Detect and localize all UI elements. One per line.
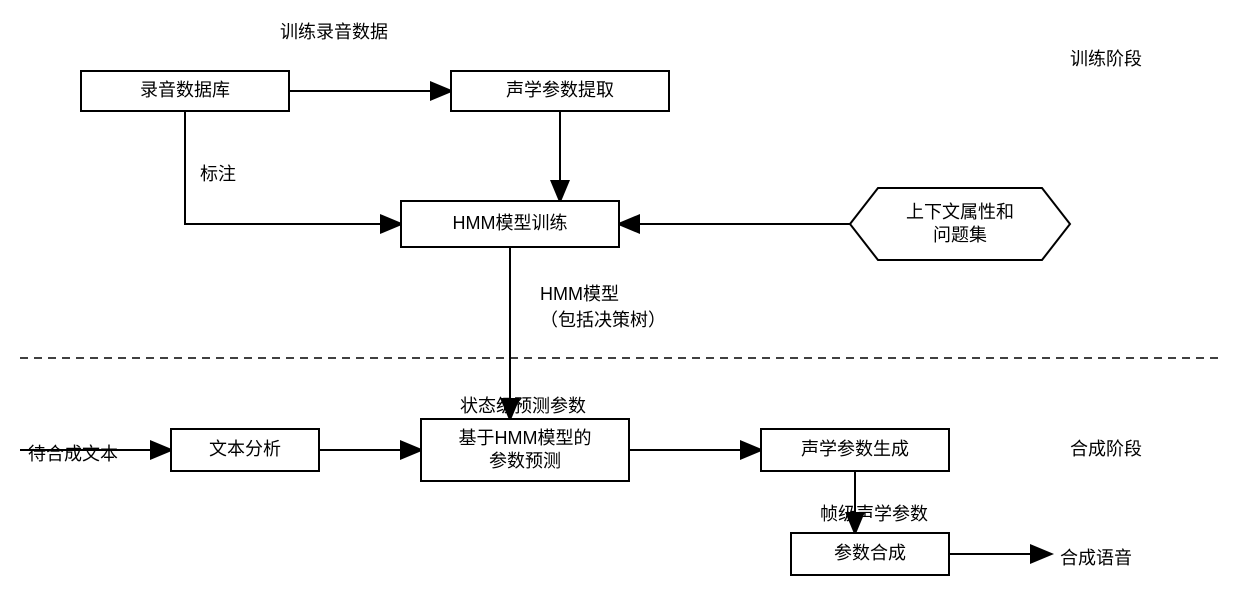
input-text-label: 待合成文本 — [28, 440, 118, 466]
annotation-label: 标注 — [200, 160, 236, 186]
acoustic-extract-label: 声学参数提取 — [506, 79, 614, 102]
text-analysis-box: 文本分析 — [170, 428, 320, 472]
param-synth-label: 参数合成 — [834, 542, 906, 565]
acoustic-gen-box: 声学参数生成 — [760, 428, 950, 472]
output-speech-label: 合成语音 — [1060, 544, 1132, 570]
param-synth-box: 参数合成 — [790, 532, 950, 576]
phase-train-label: 训练阶段 — [1070, 45, 1142, 71]
phase-synth-label: 合成阶段 — [1070, 435, 1142, 461]
hmm-model-label: HMM模型 （包括决策树） — [540, 280, 666, 332]
hmm-train-box: HMM模型训练 — [400, 200, 620, 248]
context-qs-line1: 上下文属性和 — [906, 202, 1014, 222]
state-pred-label: 状态级预测参数 — [460, 392, 586, 418]
param-pred-box: 基于HMM模型的参数预测 — [420, 418, 630, 482]
context-qs-box: 上下文属性和 问题集 — [850, 188, 1070, 260]
diagram-canvas: 录音数据库 声学参数提取 HMM模型训练 文本分析 基于HMM模型的参数预测 声… — [0, 0, 1240, 604]
frame-acoustic-label: 帧级声学参数 — [820, 500, 928, 526]
acoustic-gen-label: 声学参数生成 — [801, 438, 909, 461]
context-qs-line2: 问题集 — [933, 225, 987, 245]
text-analysis-label: 文本分析 — [209, 438, 281, 461]
hmm-train-label: HMM模型训练 — [453, 212, 568, 235]
acoustic-extract-box: 声学参数提取 — [450, 70, 670, 112]
recording-db-box: 录音数据库 — [80, 70, 290, 112]
recording-db-label: 录音数据库 — [140, 79, 230, 102]
top-title-label: 训练录音数据 — [280, 18, 388, 44]
